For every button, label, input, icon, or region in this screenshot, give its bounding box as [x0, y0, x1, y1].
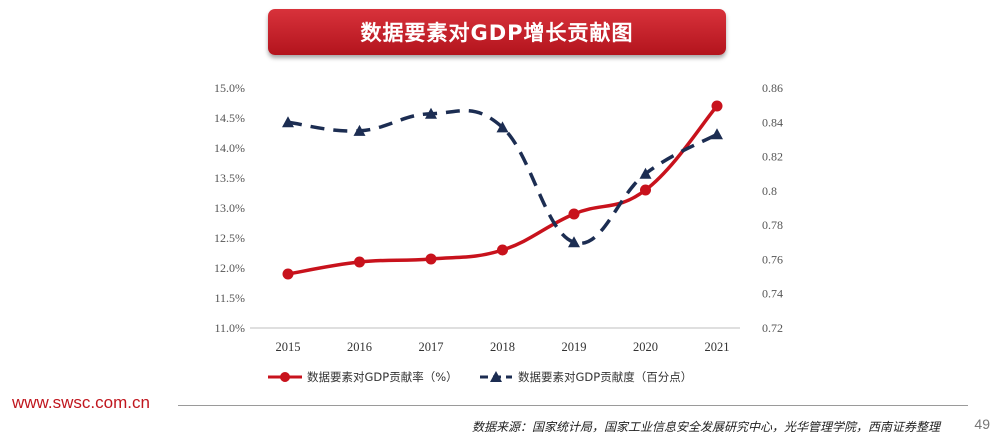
website-url[interactable]: www.swsc.com.cn [12, 393, 150, 412]
legend-degree-label: 数据要素对GDP贡献度（百分点） [518, 370, 692, 384]
series-rate-point [640, 184, 651, 196]
series-degree-point [568, 236, 580, 248]
series-rate-point [354, 256, 365, 268]
right-axis-tick-label: 0.78 [762, 218, 783, 232]
x-axis-tick-label: 2018 [490, 340, 515, 354]
right-axis-tick-label: 0.72 [762, 321, 783, 335]
series-rate-point [497, 244, 508, 256]
series-rate-point [568, 208, 580, 220]
right-axis-tick-label: 0.86 [762, 81, 783, 95]
left-axis-tick-label: 13.5% [214, 171, 245, 185]
series-rate-point [282, 268, 294, 280]
series-degree-point [425, 107, 437, 119]
legend-rate-label: 数据要素对GDP贡献率（%） [307, 370, 458, 384]
page-number: 49 [974, 416, 990, 432]
series-degree-point [496, 121, 509, 133]
left-axis-tick-label: 11.0% [214, 321, 245, 335]
left-axis-tick-label: 15.0% [214, 81, 245, 95]
right-axis-tick-label: 0.74 [762, 287, 783, 301]
left-axis-tick-label: 12.0% [214, 261, 245, 275]
x-axis-tick-label: 2021 [705, 340, 730, 354]
footer-divider [178, 405, 968, 406]
chart-title-banner: 数据要素对GDP增长贡献图 [268, 9, 726, 55]
x-axis-tick-label: 2020 [633, 340, 658, 354]
right-axis-tick-label: 0.76 [762, 252, 783, 266]
x-axis-tick-label: 2019 [562, 340, 587, 354]
series-degree-point [639, 167, 652, 179]
data-source-note: 数据来源：国家统计局，国家工业信息安全发展研究中心，光华管理学院，西南证券整理 [471, 420, 940, 434]
right-axis-tick-label: 0.82 [762, 150, 783, 164]
x-axis-tick-label: 2015 [276, 340, 301, 354]
right-axis-tick-label: 0.84 [762, 115, 783, 129]
chart-title: 数据要素对GDP增长贡献图 [360, 21, 634, 45]
series-rate-point [711, 100, 723, 112]
left-axis-tick-label: 13.0% [214, 201, 245, 215]
right-axis-tick-label: 0.8 [762, 184, 777, 198]
series-degree-point [353, 124, 366, 136]
series-rate-point [425, 253, 437, 265]
x-axis-tick-label: 2016 [347, 340, 372, 354]
series-degree-point [282, 116, 294, 128]
series-degree-point [711, 128, 723, 140]
left-axis-tick-label: 12.5% [214, 231, 245, 245]
left-axis-tick-label: 14.0% [214, 141, 245, 155]
legend-rate-swatch-marker [280, 372, 290, 382]
legend-degree-swatch-marker [490, 371, 502, 382]
x-axis-tick-label: 2017 [419, 340, 444, 354]
left-axis-tick-label: 14.5% [214, 111, 245, 125]
left-axis-tick-label: 11.5% [214, 291, 245, 305]
